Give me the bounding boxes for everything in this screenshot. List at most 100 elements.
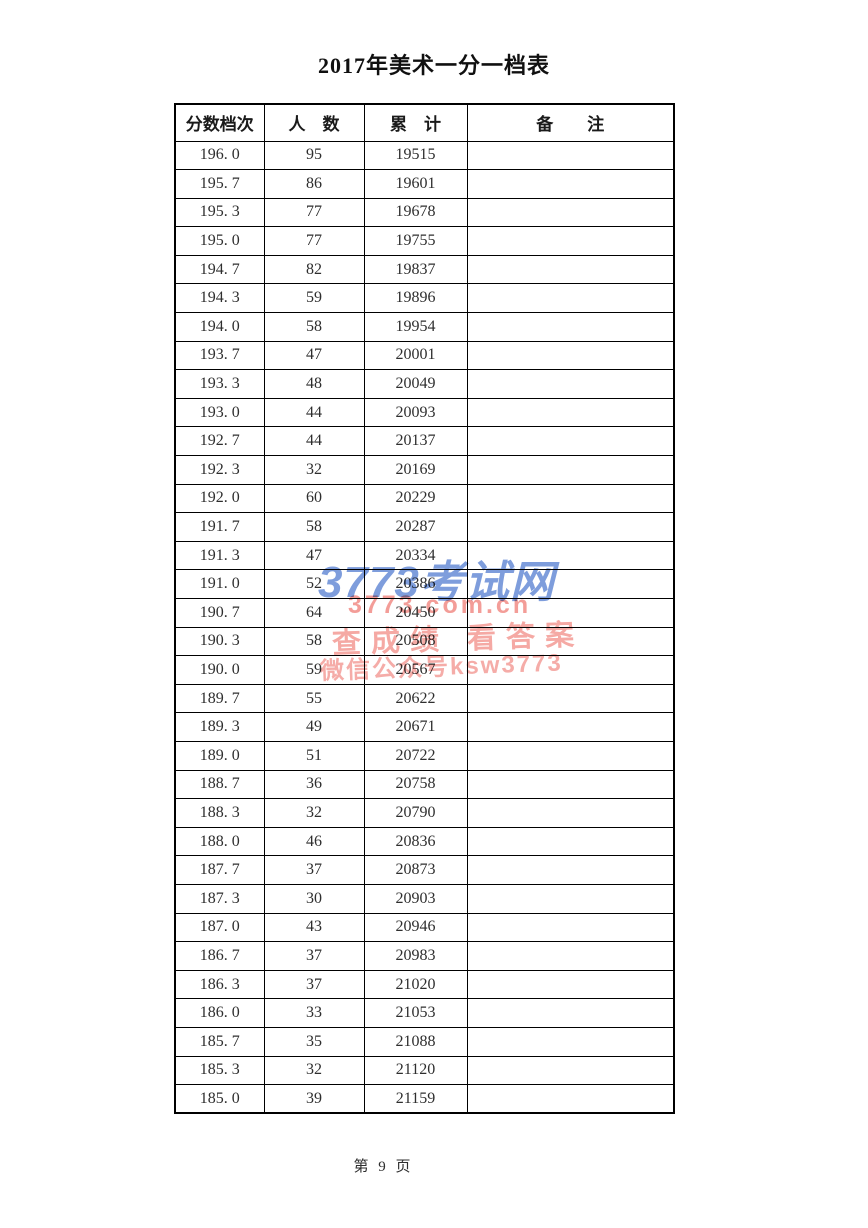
cumulative-cell: 21088 [363,1026,468,1057]
score-cell: 186. 0 [174,998,265,1028]
remark-cell [466,769,675,800]
remark-cell [466,998,675,1028]
remark-cell [466,455,675,485]
table-row: 187. 7 37 20873 [174,855,675,885]
remark-cell [466,197,675,228]
score-cell: 195. 3 [174,197,265,228]
score-cell: 188. 7 [174,769,265,800]
score-cell: 188. 3 [174,798,265,828]
score-cell: 185. 7 [174,1026,265,1057]
cumulative-cell: 21053 [363,998,468,1028]
cumulative-cell: 19678 [363,197,468,228]
score-cell: 196. 0 [174,140,265,171]
remark-cell [466,912,675,943]
remark-cell [466,740,675,771]
table-row: 195. 3 77 19678 [174,197,675,228]
count-cell: 77 [263,226,365,256]
count-cell: 52 [263,569,365,599]
count-cell: 37 [263,855,365,885]
table-row: 193. 7 47 20001 [174,340,675,371]
score-cell: 193. 0 [174,397,265,428]
remark-cell [466,655,675,685]
table-header-row: 分数档次 人 数 累 计 备 注 [174,103,675,142]
count-cell: 48 [263,369,365,399]
table-row: 190. 7 64 20450 [174,598,675,628]
cumulative-cell: 21159 [363,1084,468,1114]
cumulative-cell: 20093 [363,397,468,428]
table-row: 187. 3 30 20903 [174,883,675,914]
remark-cell [466,626,675,657]
count-cell: 37 [263,969,365,1000]
score-cell: 195. 0 [174,226,265,256]
table-row: 188. 7 36 20758 [174,769,675,800]
count-cell: 59 [263,283,365,314]
cumulative-cell: 20386 [363,569,468,599]
table-row: 190. 3 58 20508 [174,626,675,657]
remark-cell [466,140,675,171]
remark-cell [466,312,675,342]
count-cell: 32 [263,1055,365,1086]
count-cell: 58 [263,626,365,657]
count-cell: 32 [263,798,365,828]
score-cell: 187. 7 [174,855,265,885]
score-cell: 192. 3 [174,455,265,485]
table-row: 186. 3 37 21020 [174,969,675,1000]
page-number: 第 9 页 [353,1159,414,1175]
count-cell: 39 [263,1084,365,1114]
score-cell: 193. 7 [174,340,265,371]
score-cell: 185. 3 [174,1055,265,1086]
table-row: 195. 7 86 19601 [174,169,675,199]
count-cell: 32 [263,455,365,485]
count-cell: 36 [263,769,365,800]
cumulative-cell: 20229 [363,483,468,514]
remark-cell [466,1026,675,1057]
score-cell: 185. 0 [174,1084,265,1114]
table-row: 185. 7 35 21088 [174,1026,675,1057]
cumulative-cell: 20137 [363,426,468,457]
table-row: 188. 3 32 20790 [174,798,675,828]
cumulative-cell: 19515 [363,140,468,171]
count-cell: 33 [263,998,365,1028]
cumulative-cell: 20567 [363,655,468,685]
score-cell: 187. 3 [174,883,265,914]
score-cell: 195. 7 [174,169,265,199]
remark-cell [466,169,675,199]
remark-cell [466,712,675,742]
cumulative-cell: 19837 [363,254,468,285]
remark-cell [466,883,675,914]
count-cell: 35 [263,1026,365,1057]
score-cell: 190. 3 [174,626,265,657]
score-cell: 189. 0 [174,740,265,771]
table-row: 192. 7 44 20137 [174,426,675,457]
count-cell: 43 [263,912,365,943]
cumulative-cell: 19601 [363,169,468,199]
cumulative-cell: 21020 [363,969,468,1000]
table-row: 191. 7 58 20287 [174,512,675,542]
table-row: 194. 7 82 19837 [174,254,675,285]
table-row: 191. 0 52 20386 [174,569,675,599]
score-cell: 194. 3 [174,283,265,314]
score-cell: 186. 3 [174,969,265,1000]
remark-cell [466,683,675,714]
count-cell: 51 [263,740,365,771]
count-cell: 59 [263,655,365,685]
remark-cell [466,569,675,599]
cumulative-cell: 20169 [363,455,468,485]
count-cell: 44 [263,426,365,457]
cumulative-cell: 20946 [363,912,468,943]
score-cell: 191. 0 [174,569,265,599]
remark-cell [466,969,675,1000]
remark-cell [466,941,675,971]
table-row: 189. 0 51 20722 [174,740,675,771]
table-row: 187. 0 43 20946 [174,912,675,943]
table-row: 193. 3 48 20049 [174,369,675,399]
score-cell: 190. 7 [174,598,265,628]
table-row: 192. 3 32 20169 [174,455,675,485]
page-title: 2017年美术一分一档表 [317,53,550,78]
cumulative-cell: 20049 [363,369,468,399]
cumulative-cell: 19755 [363,226,468,256]
score-cell: 189. 3 [174,712,265,742]
cumulative-cell: 19954 [363,312,468,342]
cumulative-cell: 20758 [363,769,468,800]
remark-cell [466,798,675,828]
